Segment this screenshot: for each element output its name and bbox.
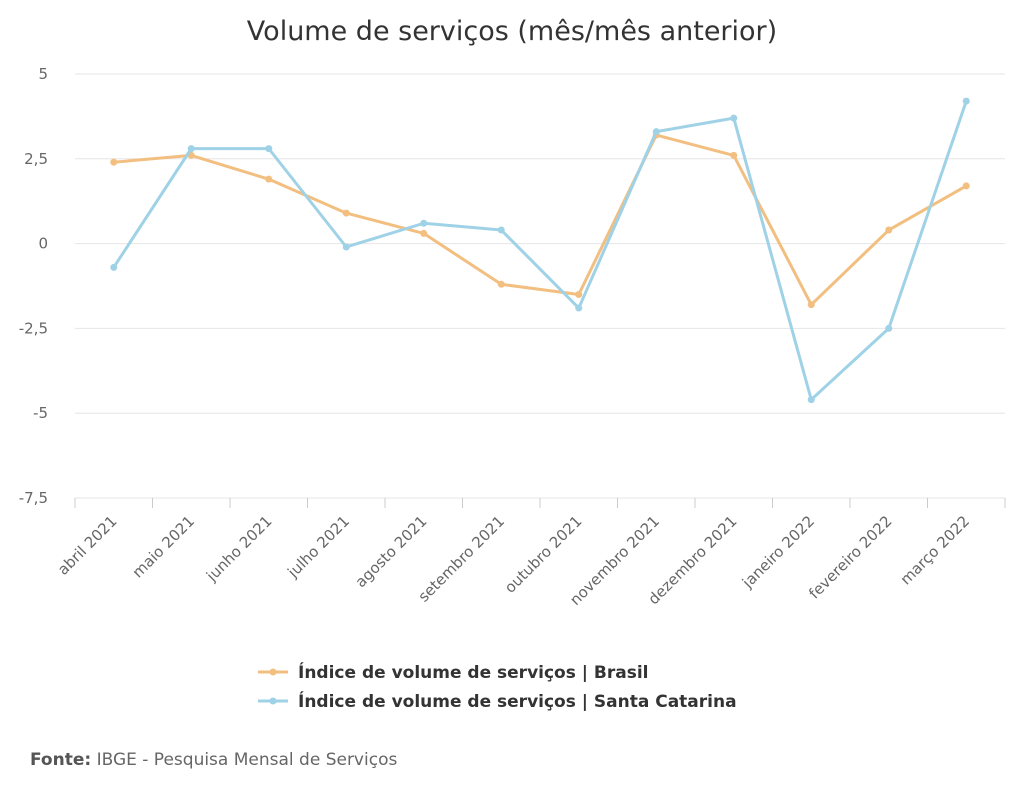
data-point[interactable] [187, 145, 195, 153]
x-tick-label: abril 2021 [54, 512, 121, 579]
data-point[interactable] [807, 301, 815, 309]
series-line-1 [112, 133, 968, 307]
x-tick-label: julho 2021 [283, 512, 353, 582]
source-text: IBGE - Pesquisa Mensal de Serviços [96, 750, 398, 770]
line-chart: Volume de serviços (mês/mês anterior) 5 2… [19, 16, 1006, 712]
x-tick-label: agosto 2021 [352, 512, 431, 591]
data-point[interactable] [730, 151, 738, 159]
data-point[interactable] [497, 280, 505, 288]
series-line-2 [112, 99, 968, 402]
data-point[interactable] [265, 145, 273, 153]
y-tick-label: -2,5 [19, 319, 48, 337]
series [110, 97, 970, 404]
y-tick-label: 5 [38, 65, 48, 83]
y-axis: 5 2,5 0 -2,5 -5 -7,5 [19, 65, 48, 507]
source-note: Fonte: IBGE - Pesquisa Mensal de Serviço… [30, 750, 397, 770]
data-point[interactable] [885, 324, 893, 332]
data-point[interactable] [575, 290, 583, 298]
data-point[interactable] [342, 243, 350, 251]
source-label: Fonte: [30, 750, 92, 770]
x-tick-label: maio 2021 [129, 512, 198, 581]
x-axis: abril 2021 maio 2021 junho 2021 julho 2021a… [54, 498, 1006, 609]
legend-marker-1 [269, 668, 277, 676]
data-point[interactable] [420, 229, 428, 237]
y-tick-label: -7,5 [19, 489, 48, 507]
x-tick-label: fevereiro 2022 [805, 512, 895, 602]
legend-item-1[interactable]: Índice de volume de serviços | Brasil [298, 661, 648, 683]
x-tick-label: outubro 2021 [501, 512, 586, 597]
legend-marker-2 [269, 697, 277, 705]
data-point[interactable] [342, 209, 350, 217]
data-point[interactable] [420, 219, 428, 227]
data-point[interactable] [497, 226, 505, 234]
data-point[interactable] [962, 97, 970, 105]
data-point[interactable] [575, 304, 583, 312]
data-point[interactable] [110, 158, 118, 166]
data-point[interactable] [962, 182, 970, 190]
y-tick-label: 2,5 [24, 150, 48, 168]
y-tick-label: 0 [38, 235, 48, 253]
x-tick-label: junho 2021 [202, 512, 275, 585]
data-point[interactable] [730, 114, 738, 122]
data-point[interactable] [885, 226, 893, 234]
data-point[interactable] [110, 263, 118, 271]
y-tick-label: -5 [33, 404, 48, 422]
chart-title: Volume de serviços (mês/mês anterior) [247, 16, 777, 47]
grid [75, 73, 1005, 499]
x-tick-label: janeiro 2022 [738, 512, 818, 592]
data-point[interactable] [652, 128, 660, 136]
x-tick-label: março 2022 [897, 512, 973, 588]
legend: Índice de volume de serviços | Brasil Índ… [258, 661, 737, 712]
data-point[interactable] [807, 396, 815, 404]
legend-item-2[interactable]: Índice de volume de serviços | Santa Cat… [298, 690, 737, 712]
data-point[interactable] [265, 175, 273, 183]
